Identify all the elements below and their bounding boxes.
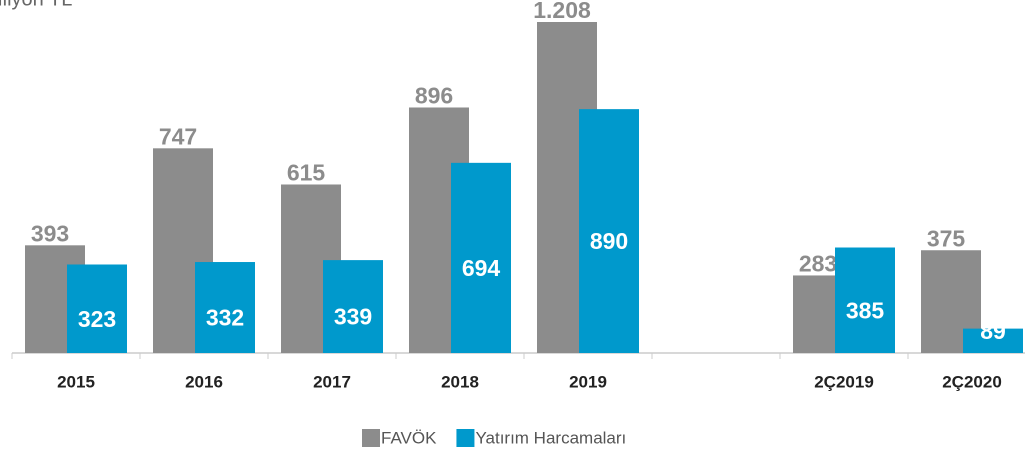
x-tick-label: 2017 [313, 372, 351, 391]
value-label: 694 [462, 255, 501, 281]
bar [323, 260, 383, 353]
value-label: 896 [415, 83, 453, 109]
bar [835, 247, 895, 353]
value-label: 1.208 [533, 0, 591, 23]
legend-label: FAVÖK [381, 428, 437, 447]
legend-swatch [456, 429, 475, 447]
value-label: 747 [159, 123, 197, 149]
bar [579, 109, 639, 353]
value-label: 890 [590, 228, 628, 254]
x-tick-label: 2Ç2020 [942, 372, 1002, 391]
x-tick-label: 2019 [569, 372, 607, 391]
chart-title: Milyon TL [0, 0, 72, 10]
value-label: 375 [927, 225, 966, 251]
x-tick-label: 2016 [185, 372, 223, 391]
value-label: 323 [78, 306, 116, 332]
x-tick-label: 2018 [441, 372, 479, 391]
bar [963, 328, 1023, 353]
legend-label: Yatırım Harcamaları [475, 428, 626, 447]
bar [67, 264, 127, 353]
bar [195, 262, 255, 353]
x-tick-label: 2Ç2019 [814, 372, 874, 391]
value-label: 283 [799, 251, 837, 277]
value-label: 385 [846, 297, 885, 323]
bar [451, 162, 511, 353]
legend-swatch [362, 429, 380, 447]
value-label: 615 [287, 160, 326, 186]
x-tick-label: 2015 [57, 372, 95, 391]
value-label: 393 [31, 220, 69, 246]
value-label: 89 [980, 318, 1006, 344]
value-label: 332 [206, 305, 244, 331]
value-label: 339 [334, 304, 372, 330]
